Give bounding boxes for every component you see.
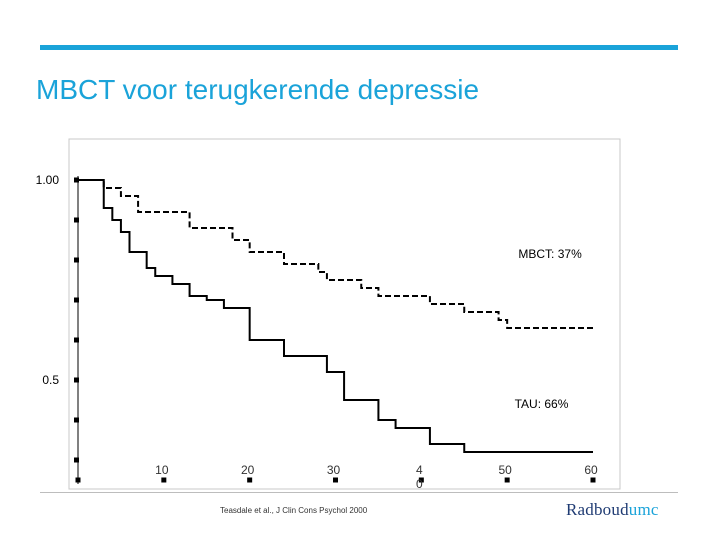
logo-main-text: Radboud	[566, 500, 629, 519]
y-axis: 1.00 0.5	[36, 173, 79, 484]
y-tick-mark-1	[74, 217, 79, 223]
logo-accent-text: umc	[628, 500, 659, 519]
y-tick-mark-4	[74, 337, 79, 343]
x-tick-mark-5	[504, 477, 510, 483]
y-tick-mark-6	[74, 417, 79, 423]
annotation-layer: MBCT: 37% TAU: 66%	[515, 247, 582, 411]
citation-text: Teasdale et al., J Clin Cons Psychol 200…	[220, 506, 368, 515]
annotation-label-0: MBCT: 37%	[518, 247, 582, 261]
y-tick-mark-2	[74, 257, 79, 263]
x-tick-label-4: 50	[498, 463, 512, 477]
x-tick-mark-2	[247, 477, 253, 483]
y-tick-label-1: 0.5	[42, 373, 59, 387]
x-tick-mark-3	[333, 477, 338, 483]
y-tick-label-0: 1.00	[36, 173, 60, 187]
x-tick-label-2: 30	[327, 463, 341, 477]
series-line-tau	[78, 179, 593, 453]
series-line-mbct	[78, 179, 593, 329]
x-tick-label-5: 60	[584, 463, 598, 477]
x-axis: 10 20 30 4 0 50 60	[75, 463, 598, 491]
x-tick-label-1: 20	[241, 463, 255, 477]
y-tick-mark-0	[74, 177, 79, 183]
slide-title: MBCT voor terugkerende depressie	[36, 74, 480, 105]
radboudumc-logo: Radboudumc	[566, 500, 659, 520]
y-tick-mark-5	[74, 377, 79, 383]
x-tick-label-0: 10	[155, 463, 169, 477]
chart-frame	[68, 138, 621, 490]
annotation-label-1: TAU: 66%	[515, 397, 569, 411]
y-tick-mark-7	[74, 457, 79, 463]
top-accent-rule	[40, 45, 678, 50]
x-tick-mark-0	[75, 477, 81, 483]
y-tick-mark-3	[74, 297, 79, 303]
x-tick-mark-6	[590, 477, 596, 483]
bottom-rule	[40, 492, 678, 493]
x-tick-mark-4	[418, 477, 424, 483]
x-tick-mark-1	[161, 477, 167, 483]
series-layer	[78, 179, 593, 453]
